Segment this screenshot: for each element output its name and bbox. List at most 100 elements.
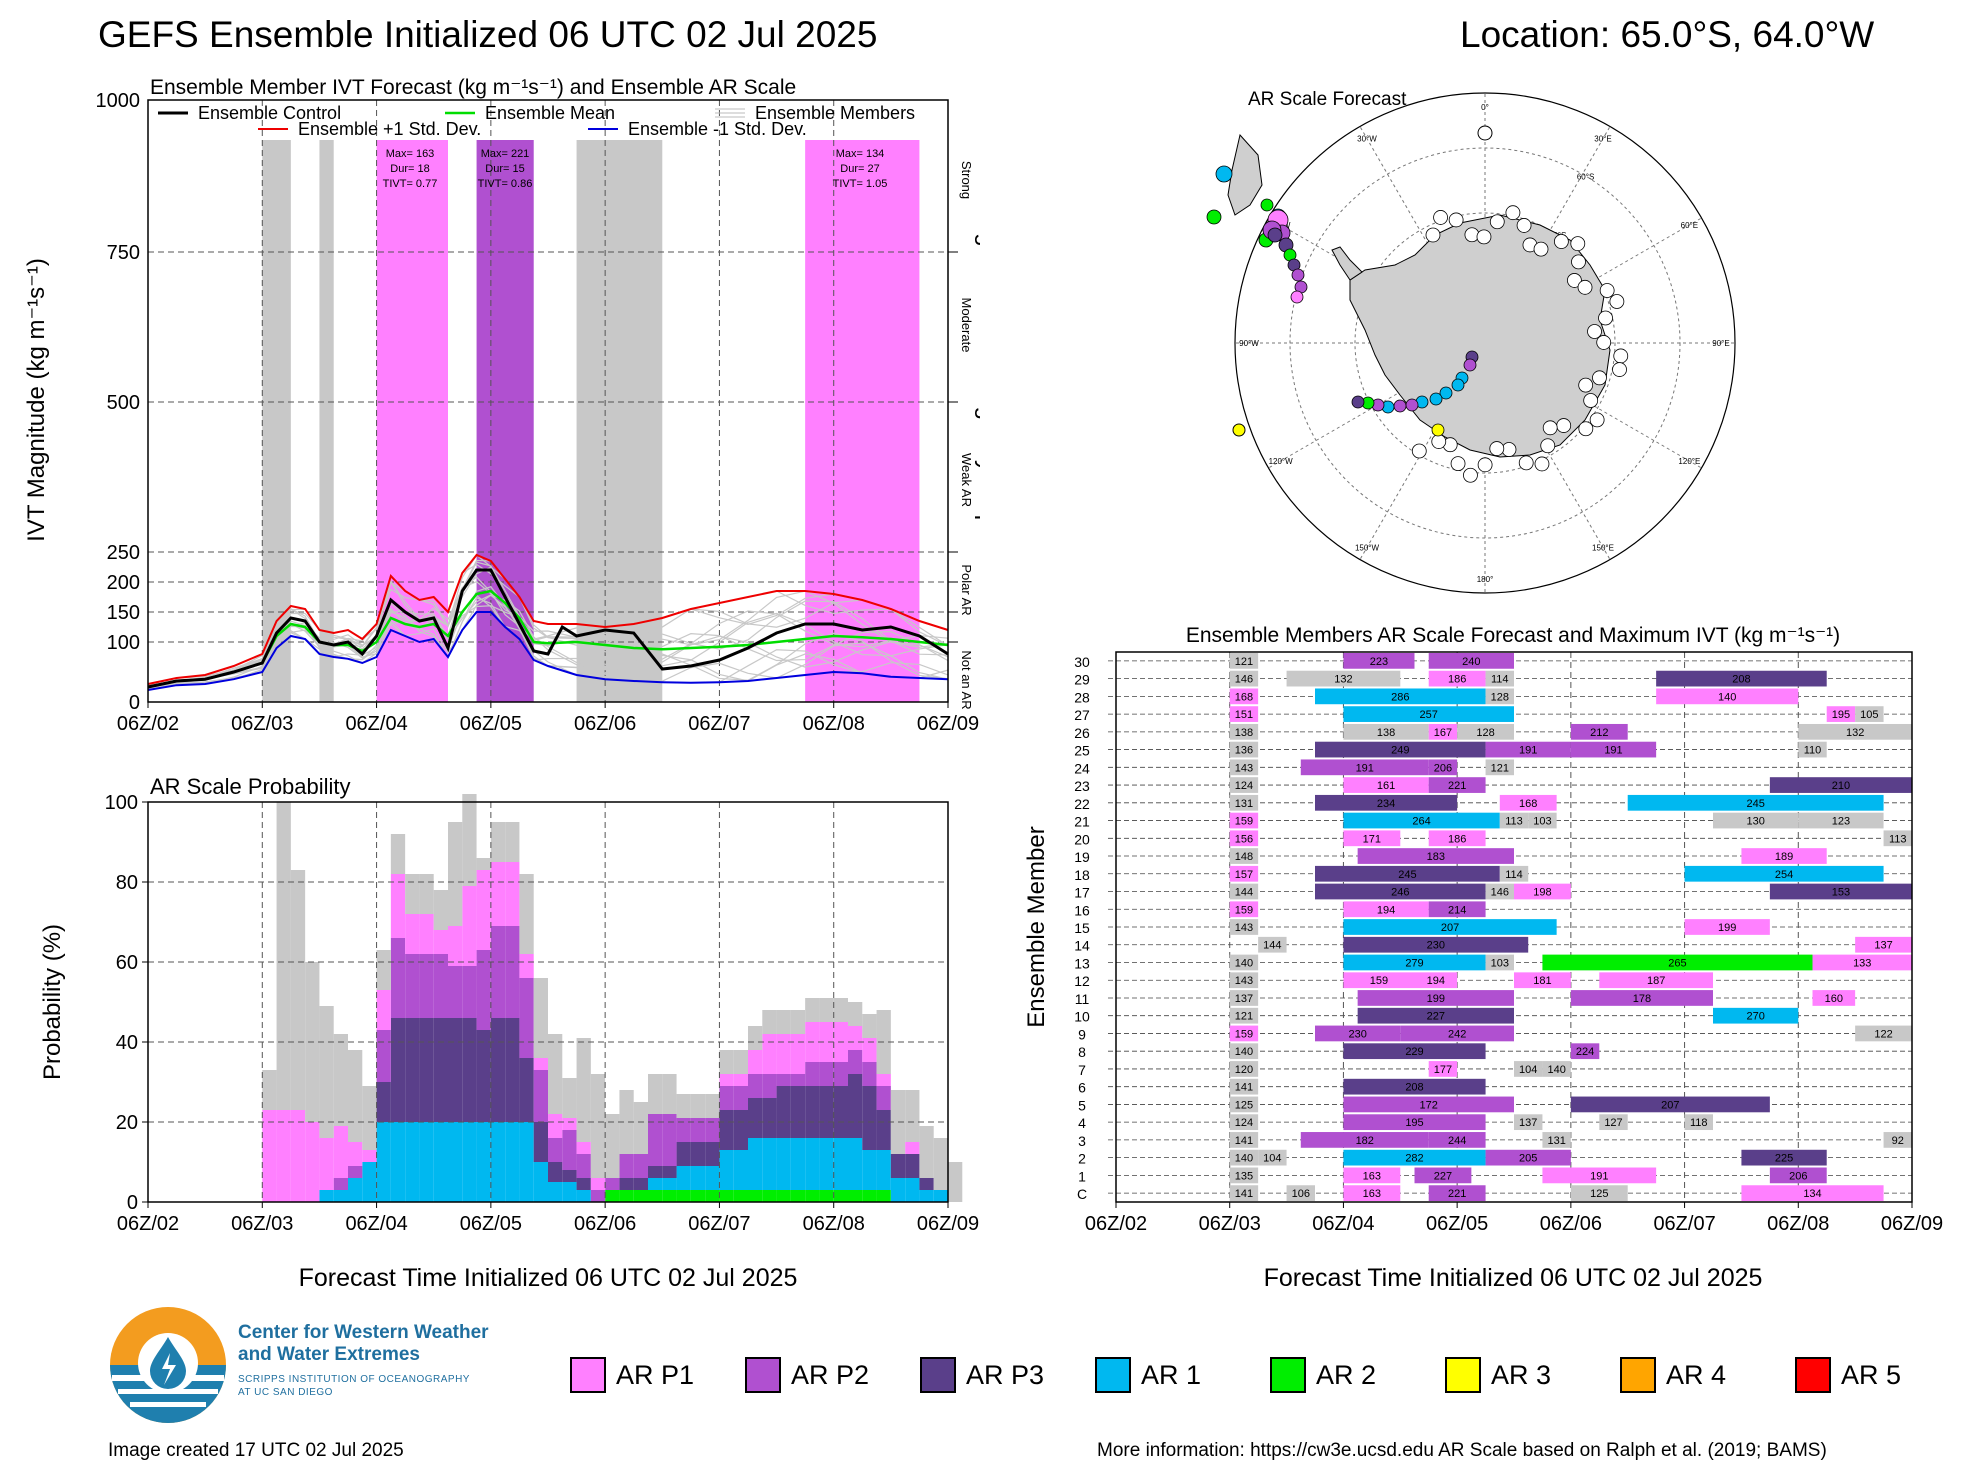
category-label: Polar AR	[959, 564, 974, 615]
ar-marker	[1206, 209, 1222, 225]
member-bar-value: 189	[1775, 851, 1793, 863]
member-bar	[1542, 1132, 1571, 1148]
ar-marker	[1463, 358, 1477, 372]
member-bar-value: 122	[1874, 1028, 1892, 1040]
member-bar	[1741, 848, 1827, 864]
member-label: 8	[1078, 1044, 1086, 1060]
member-bar	[1428, 830, 1486, 847]
map-marker	[1477, 457, 1493, 473]
ar-marker	[1291, 268, 1305, 282]
member-bar-value: 172	[1420, 1099, 1438, 1111]
member-bar-value: 168	[1519, 798, 1537, 810]
member-bar	[1315, 688, 1486, 705]
member-bar	[1343, 1114, 1486, 1131]
member-bar	[1414, 1167, 1472, 1184]
member-bar-value: 114	[1505, 869, 1523, 881]
map-marker	[1464, 227, 1480, 243]
minus-std-line	[147, 611, 949, 691]
member-bar	[1428, 1185, 1486, 1201]
member-bar-value: 181	[1533, 975, 1551, 987]
ar-marker	[1405, 398, 1419, 412]
lon-label: 0°	[1481, 103, 1489, 112]
member-bar	[1656, 688, 1799, 705]
prob-xtick: 06Z/06	[574, 1213, 636, 1235]
legend-label: AR P1	[616, 1359, 695, 1390]
member-label: 5	[1078, 1097, 1086, 1113]
member-bar-value: 168	[1235, 691, 1253, 703]
legend-minus-std: Ensemble -1 Std. Dev.	[628, 119, 807, 139]
member-bar-value: 146	[1235, 674, 1253, 686]
member-label: 26	[1074, 725, 1090, 741]
map-marker	[1534, 456, 1550, 472]
map-marker	[1609, 294, 1625, 309]
member-bar	[1357, 990, 1514, 1006]
member-bar	[1229, 759, 1259, 776]
member-bar	[1343, 777, 1429, 793]
member-bar-value: 230	[1348, 1028, 1366, 1040]
member-bar	[1684, 919, 1770, 935]
member-bar	[1428, 901, 1486, 918]
member-bar	[1514, 1114, 1543, 1131]
ivt-title: Ensemble Member IVT Forecast (kg m⁻¹s⁻¹)…	[150, 76, 796, 99]
member-bar	[1684, 865, 1884, 882]
legend-swatch	[1445, 1357, 1481, 1393]
member-bar	[1229, 919, 1259, 935]
ivt-xtick: 06Z/06	[574, 713, 636, 735]
member-label: 13	[1074, 955, 1090, 971]
member-bar-value: 205	[1519, 1153, 1537, 1165]
members-xlabel: Forecast Time Initialized 06 UTC 02 Jul …	[1264, 1264, 1763, 1292]
member-bar-value: 105	[1860, 709, 1878, 721]
annotation-dur: Dur= 15	[485, 163, 524, 175]
member-bar	[1229, 901, 1259, 918]
member-bar	[1229, 883, 1259, 900]
legend-mean: Ensemble Mean	[485, 103, 615, 123]
member-bar	[1286, 1185, 1315, 1201]
member-bar-value: 133	[1853, 957, 1871, 969]
member-bar	[1499, 794, 1557, 811]
ensemble-member-line	[147, 561, 949, 686]
member-bar-value: 208	[1732, 674, 1750, 686]
member-bar	[1656, 670, 1827, 687]
map-marker	[1476, 229, 1492, 245]
member-label: 10	[1074, 1009, 1090, 1025]
member-bar	[1855, 936, 1912, 953]
prob-area-ar-p3	[376, 1018, 934, 1190]
member-bar	[1883, 1132, 1912, 1148]
member-bar-value: 199	[1718, 922, 1736, 934]
legend-control: Ensemble Control	[198, 103, 341, 123]
probability-chart: 0 20 40 60 80 100 06Z/02 06Z/03 06Z/04 06Z/05 06Z/…	[39, 774, 979, 1292]
map-marker	[1556, 418, 1572, 433]
legend-label: AR 2	[1316, 1359, 1377, 1390]
member-bar	[1229, 741, 1259, 758]
ivt-xtick: 06Z/02	[117, 713, 179, 735]
ar-scale-map: AR Scale Forecast60°S70°S80°S0°30°E60°E9…	[1206, 89, 1736, 594]
ar-marker	[1267, 227, 1283, 243]
member-bar	[1343, 919, 1557, 935]
ivt-ylabel: IVT Magnitude (kg m⁻¹s⁻¹)	[23, 258, 50, 542]
antarctic-peninsula	[1331, 246, 1363, 281]
member-bar-value: 137	[1235, 993, 1253, 1005]
member-bar	[1229, 670, 1259, 687]
member-bar-value: 141	[1235, 1188, 1253, 1200]
annotation-max: Max= 134	[836, 148, 885, 160]
member-bar-value: 199	[1427, 993, 1445, 1005]
member-bar	[1428, 777, 1486, 793]
legend-item-ar-p3: AR P3	[920, 1355, 1044, 1395]
prob-xtick: 06Z/08	[803, 1213, 865, 1235]
member-bar-value: 212	[1590, 727, 1608, 739]
ivt-ytick: 250	[107, 542, 140, 564]
member-bar-value: 138	[1377, 727, 1395, 739]
member-bar-value: 249	[1391, 745, 1409, 757]
legend-swatch	[1270, 1357, 1306, 1393]
member-bar	[1528, 812, 1557, 829]
member-label: 12	[1074, 973, 1090, 989]
member-bar-value: 234	[1377, 798, 1395, 810]
prob-ylabel: Probability (%)	[39, 924, 66, 1080]
member-bar-value: 121	[1235, 1011, 1253, 1023]
member-bar-value: 143	[1235, 975, 1253, 987]
member-bar-value: 140	[1547, 1064, 1565, 1076]
legend-swatch	[1620, 1357, 1656, 1393]
member-bar	[1343, 1167, 1401, 1184]
member-bar	[1229, 723, 1259, 740]
map-marker	[1570, 236, 1586, 252]
